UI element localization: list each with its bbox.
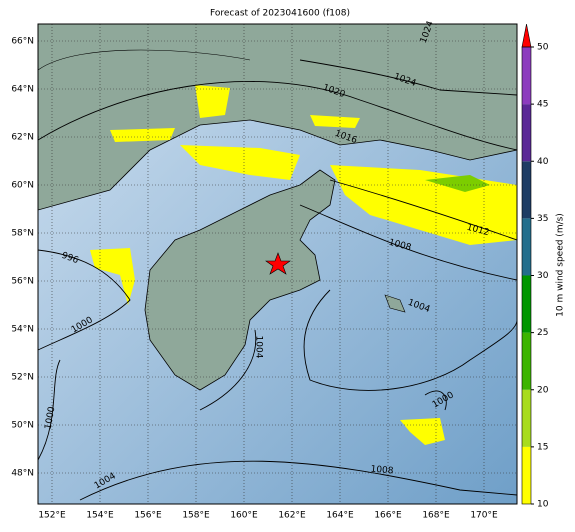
lat-label: 66°N (11, 37, 34, 47)
lon-label: 154°E (86, 511, 114, 521)
colorbar-tick-label: 45 (537, 100, 548, 110)
lat-label: 50°N (11, 421, 34, 431)
lat-label: 62°N (11, 133, 34, 143)
colorbar-tick-label: 20 (537, 385, 549, 395)
lon-label: 160°E (230, 511, 258, 521)
colorbar-segment (522, 161, 531, 219)
lon-label: 166°E (374, 511, 402, 521)
contour-label: 1000 (44, 406, 58, 431)
colorbar-tick-label: 15 (537, 442, 548, 452)
colorbar-extend (521, 23, 532, 48)
colorbar-tick-label: 35 (537, 214, 548, 224)
isobars (38, 59, 517, 501)
lat-label: 48°N (11, 469, 34, 479)
colorbar-segment (522, 47, 531, 105)
lat-label: 60°N (11, 181, 34, 191)
title: Forecast of 2023041600 (f108) (210, 9, 350, 19)
lat-label: 56°N (11, 277, 34, 287)
lon-label: 164°E (326, 511, 354, 521)
colorbar-segment (522, 104, 531, 162)
colorbar-tick-label: 30 (537, 271, 549, 281)
map (38, 24, 517, 504)
map-frame (37, 23, 518, 505)
lon-label: 162°E (278, 511, 306, 521)
lon-label: 168°E (422, 511, 450, 521)
lon-label: 170°E (470, 511, 498, 521)
colorbar-segment (522, 275, 531, 333)
lat-label: 52°N (11, 373, 34, 383)
colorbar-tick-label: 50 (537, 43, 549, 53)
graticule (38, 24, 517, 504)
contour-label: 1004 (254, 336, 264, 359)
colorbar-tick-label: 25 (537, 328, 548, 338)
colorbar-segment (522, 332, 531, 390)
colorbar-segment (522, 389, 531, 447)
lat-label: 54°N (11, 325, 34, 335)
lat-label: 64°N (11, 85, 34, 95)
lon-label: 156°E (134, 511, 162, 521)
colorbar-tick-label: 10 (537, 500, 549, 510)
lat-label: 58°N (11, 229, 34, 239)
colorbar-segment (522, 218, 531, 276)
colorbar-tick-label: 40 (537, 157, 549, 167)
colorbar-label: 10 m wind speed (m/s) (556, 213, 566, 317)
lon-label: 158°E (182, 511, 210, 521)
lon-label: 152°E (38, 511, 66, 521)
contour-label: 1008 (370, 465, 394, 477)
colorbar-segment (522, 446, 531, 504)
location-star (265, 252, 291, 275)
